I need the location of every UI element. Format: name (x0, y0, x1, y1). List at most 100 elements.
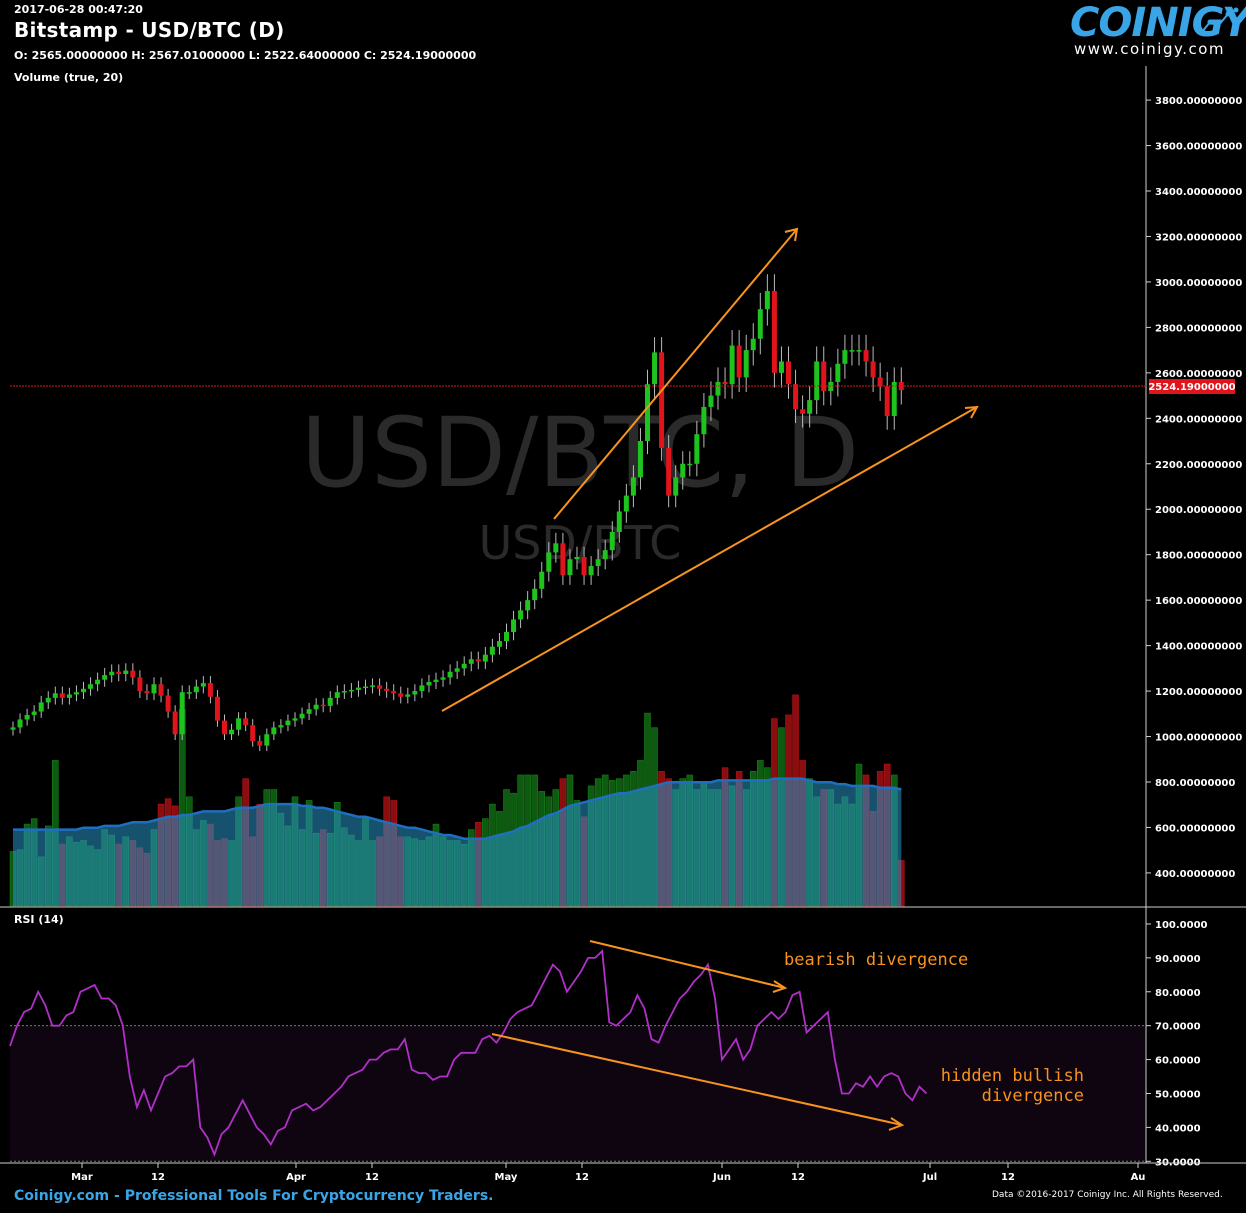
price-tick-label: 1200.00000000 (1155, 687, 1242, 698)
x-tick-label: 12 (575, 1172, 589, 1183)
rsi-bearish-arrowhead (772, 980, 788, 993)
candle-down (800, 409, 806, 414)
candle-up (553, 543, 559, 553)
candle-up (835, 363, 841, 382)
ohlc-readout: O: 2565.00000000 H: 2567.01000000 L: 252… (14, 49, 477, 62)
logo-url[interactable]: www.coinigy.com (1074, 40, 1226, 58)
rsi-tick-label: 70.0000 (1155, 1022, 1201, 1033)
x-tick-label: 12 (151, 1172, 165, 1183)
candle-up (200, 683, 206, 687)
candle-up (341, 691, 347, 693)
candle-up (355, 687, 361, 690)
candle-up (637, 441, 643, 478)
watermark-small: USD/BTC (479, 516, 682, 570)
candle-up (489, 646, 495, 655)
coinigy-logo[interactable]: COINIGY (1070, 0, 1246, 46)
candle-up (179, 692, 185, 735)
candle-up (701, 406, 707, 435)
candle-up (750, 338, 756, 351)
candle-up (652, 352, 658, 385)
candle-up (151, 684, 157, 694)
candle-down (207, 683, 213, 697)
candle-up (673, 477, 679, 496)
candle-up (102, 675, 108, 680)
candle-up (313, 704, 319, 710)
candle-down (320, 704, 326, 707)
candle-up (236, 718, 242, 730)
candle-down (384, 688, 390, 692)
candle-up (327, 697, 333, 706)
candle-up (623, 495, 629, 512)
rsi-line (9, 949, 928, 1158)
candle-down (560, 543, 566, 576)
price-tick-label: 600.00000000 (1155, 823, 1235, 834)
candle-up (454, 668, 460, 672)
candle-up (511, 619, 517, 632)
candle-down (59, 693, 65, 698)
rsi-tick-label: 80.0000 (1155, 988, 1201, 999)
uptrend-arrow (553, 228, 798, 520)
price-tick-label: 1600.00000000 (1155, 596, 1242, 607)
candle-up (186, 692, 192, 694)
candle-up (842, 350, 848, 364)
hidden-bullish-label-1: hidden bullish (941, 1066, 1084, 1086)
candle-up (426, 681, 432, 686)
candle-up (109, 671, 115, 676)
candle-up (602, 550, 608, 560)
price-tick-label: 3200.00000000 (1155, 232, 1242, 243)
candle-up (81, 688, 86, 693)
support-arrow (441, 406, 978, 712)
rsi-tick-label: 90.0000 (1155, 954, 1201, 965)
footer-tagline[interactable]: Coinigy.com - Professional Tools For Cry… (14, 1188, 494, 1204)
candle-down (257, 741, 263, 746)
candle-up (814, 361, 820, 401)
candle-up (271, 727, 277, 735)
candle-up (10, 727, 16, 730)
candle-up (687, 463, 693, 466)
candle-up (891, 381, 897, 417)
candle-down (877, 377, 883, 387)
candle-up (680, 463, 686, 478)
last-price-tag (1149, 379, 1235, 394)
candle-down (222, 720, 227, 735)
candle-down (863, 350, 869, 362)
candle-down (250, 725, 256, 742)
candlesticks (10, 274, 904, 752)
price-tick-label: 3800.00000000 (1155, 96, 1242, 107)
candle-up (616, 511, 622, 532)
candle-up (567, 559, 573, 576)
candle-down (581, 556, 587, 576)
candle-up (88, 684, 94, 689)
candle-down (391, 691, 397, 694)
candle-down (377, 685, 383, 689)
hidden-bullish-label-2: divergence (982, 1086, 1084, 1106)
candle-down (243, 718, 249, 726)
candle-down (158, 684, 164, 696)
candle-up (630, 477, 636, 496)
candle-up (31, 711, 37, 715)
price-tick-label: 1000.00000000 (1155, 733, 1242, 744)
candle-down (884, 386, 890, 417)
candle-up (645, 384, 650, 442)
price-tick-label: 3400.00000000 (1155, 187, 1242, 198)
price-tick-label: 800.00000000 (1155, 778, 1235, 789)
rsi-label: RSI (14) (14, 913, 64, 926)
candle-up (856, 350, 862, 352)
rsi-tick-label: 100.0000 (1155, 920, 1208, 931)
x-tick-label: Au (1131, 1172, 1146, 1183)
candle-up (52, 693, 58, 698)
price-tick-label: 400.00000000 (1155, 869, 1235, 880)
candle-up (447, 671, 453, 678)
candle-up (778, 361, 784, 373)
x-tick-label: 12 (1001, 1172, 1015, 1183)
candle-down (666, 447, 672, 496)
uptrend-arrowhead (784, 227, 799, 242)
last-price-label: 2524.19000000 (1148, 382, 1235, 393)
candle-up (193, 686, 199, 693)
candle-down (786, 361, 791, 385)
candle-up (708, 395, 714, 407)
candle-down (214, 696, 220, 721)
candle-down (165, 695, 171, 712)
candle-up (38, 702, 44, 712)
